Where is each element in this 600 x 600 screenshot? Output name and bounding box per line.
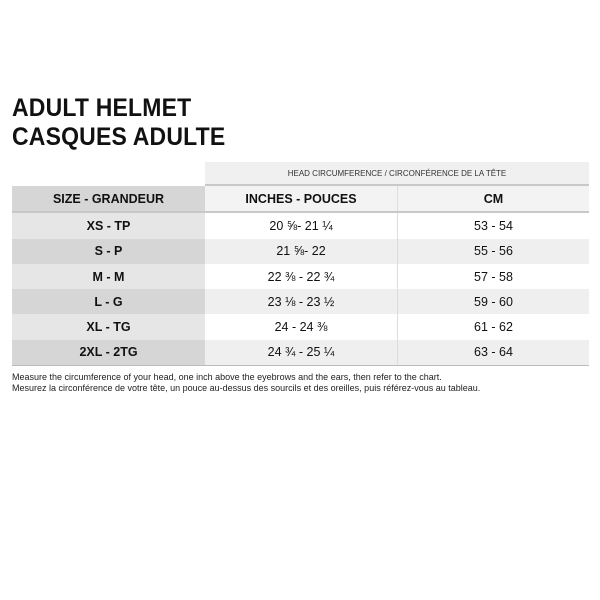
- size-cell: L - G: [12, 289, 205, 315]
- size-chart-table: HEAD CIRCUMFERENCE / CIRCONFÉRENCE DE LA…: [12, 162, 589, 367]
- title-english: ADULT HELMET: [12, 94, 192, 122]
- inches-cell: 23 ⅛ - 23 ½: [205, 289, 398, 315]
- table-bottom-rule: [12, 365, 589, 367]
- inches-cell: 24 - 24 ⅜: [205, 314, 398, 340]
- size-cell: 2XL - 2TG: [12, 339, 205, 366]
- header-size: SIZE - GRANDEUR: [12, 186, 205, 212]
- size-cell: XL - TG: [12, 314, 205, 340]
- size-cell: M - M: [12, 263, 205, 290]
- inches-cell: 20 ⅝- 21 ¼: [205, 213, 398, 239]
- table-row: S - P 21 ⅝- 22 55 - 56: [12, 238, 589, 264]
- inches-cell: 22 ⅜ - 22 ¾: [205, 263, 398, 290]
- size-cell: S - P: [12, 238, 205, 264]
- header-inches: INCHES - POUCES: [205, 186, 398, 212]
- table-row: XS - TP 20 ⅝- 21 ¼ 53 - 54: [12, 213, 589, 239]
- header-row: SIZE - GRANDEUR INCHES - POUCES CM: [12, 186, 589, 214]
- size-cell: XS - TP: [12, 213, 205, 239]
- cm-cell: 61 - 62: [398, 314, 589, 340]
- empty-corner: [12, 162, 205, 186]
- cm-cell: 55 - 56: [398, 238, 589, 264]
- instructions-english: Measure the circumference of your head, …: [12, 372, 442, 382]
- inches-cell: 24 ¾ - 25 ¼: [205, 339, 398, 366]
- cm-cell: 59 - 60: [398, 289, 589, 315]
- instructions-french: Mesurez la circonférence de votre tête, …: [12, 383, 481, 393]
- table-row: L - G 23 ⅛ - 23 ½ 59 - 60: [12, 289, 589, 315]
- table-row: M - M 22 ⅜ - 22 ¾ 57 - 58: [12, 263, 589, 290]
- header-cm: CM: [398, 186, 589, 212]
- cm-cell: 53 - 54: [398, 213, 589, 239]
- group-header: HEAD CIRCUMFERENCE / CIRCONFÉRENCE DE LA…: [205, 162, 589, 186]
- table-row: 2XL - 2TG 24 ¾ - 25 ¼ 63 - 64: [12, 339, 589, 366]
- title-french: CASQUES ADULTE: [12, 123, 226, 151]
- table-row: XL - TG 24 - 24 ⅜ 61 - 62: [12, 314, 589, 340]
- instructions: Measure the circumference of your head, …: [12, 372, 480, 394]
- cm-cell: 57 - 58: [398, 263, 589, 290]
- cm-cell: 63 - 64: [398, 339, 589, 366]
- inches-cell: 21 ⅝- 22: [205, 238, 398, 264]
- group-header-row: HEAD CIRCUMFERENCE / CIRCONFÉRENCE DE LA…: [12, 162, 589, 186]
